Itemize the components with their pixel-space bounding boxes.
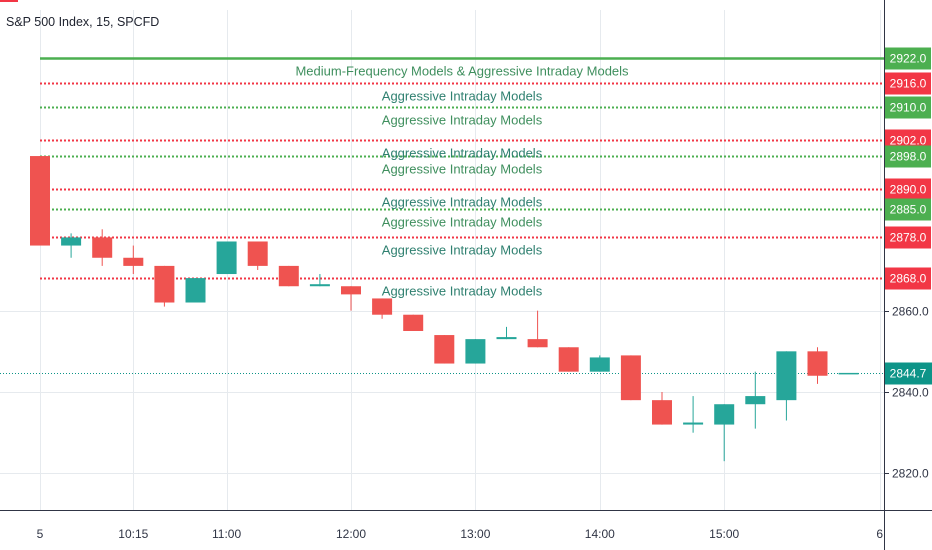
level-price-tag-label: 2916.0 (890, 77, 927, 91)
x-tick-label: 13:00 (460, 527, 490, 541)
level-label: Aggressive Intraday Models (382, 89, 543, 104)
candle-body (92, 237, 113, 258)
candle-body (154, 265, 175, 303)
last-price-tag (885, 362, 932, 385)
candle-body (465, 339, 486, 364)
level-price-tag (885, 178, 931, 201)
header-accent (0, 0, 18, 2)
candle-body (30, 156, 50, 246)
candle-body (403, 314, 424, 331)
level-price-tag (885, 47, 931, 70)
level-labels: Medium-Frequency Models & Aggressive Int… (295, 64, 629, 299)
x-tick-label: 11:00 (212, 527, 241, 541)
candles (30, 156, 859, 462)
x-tick-label: 10:15 (118, 527, 148, 541)
level-label: Aggressive Intraday Models (382, 243, 543, 258)
level-label: Aggressive Intraday Models (382, 195, 543, 210)
level-price-tag (885, 145, 931, 168)
level-price-tag-label: 2890.0 (890, 183, 927, 197)
candle-body (807, 351, 828, 376)
candle-body (745, 396, 766, 405)
level-price-tag-label: 2878.0 (890, 231, 927, 245)
candle-body (714, 404, 735, 425)
candle-body (247, 241, 268, 266)
y-tick-label: 2840.0 (892, 386, 929, 400)
x-tick-label: 15:00 (709, 527, 739, 541)
candle-body (309, 284, 330, 287)
level-price-tag-label: 2922.0 (890, 52, 927, 66)
x-tick-label: 12:00 (336, 527, 366, 541)
candle-body (652, 400, 672, 425)
level-price-tag (885, 96, 931, 119)
level-label: Aggressive Intraday Models (382, 146, 543, 161)
symbol-title: S&P 500 Index, 15, SPCFD (6, 15, 159, 29)
x-tick-label: 5 (37, 527, 44, 541)
candle-body (620, 355, 641, 401)
candle-body (185, 278, 206, 303)
candle-body (123, 257, 144, 266)
x-tick-label: 14:00 (585, 527, 615, 541)
candle-body (341, 286, 361, 295)
level-label: Aggressive Intraday Models (382, 162, 543, 177)
level-price-tag-label: 2885.0 (890, 203, 927, 217)
level-price-tag-label: 2868.0 (890, 272, 927, 286)
chart-header: S&P 500 Index, 15, SPCFD (0, 0, 159, 29)
level-label: Aggressive Intraday Models (382, 215, 543, 230)
grid (0, 10, 884, 510)
level-price-tag-label: 2910.0 (890, 101, 927, 115)
level-price-tag-label: 2902.0 (890, 134, 927, 148)
y-tick-label: 2860.0 (892, 305, 929, 319)
level-lines (0, 57, 884, 374)
candle-body (776, 351, 797, 401)
last-price-tag-label: 2844.7 (890, 367, 927, 381)
level-price-tag (885, 267, 931, 290)
candle-body (527, 339, 548, 348)
level-price-tag (885, 198, 931, 221)
candle-body (372, 298, 393, 315)
candle-body (434, 335, 455, 364)
candle-body (838, 372, 859, 375)
candle-body (216, 241, 237, 275)
candle-body (61, 237, 82, 246)
candle-body (278, 265, 299, 287)
level-price-tag (885, 72, 931, 95)
level-label: Aggressive Intraday Models (382, 113, 543, 128)
candle-body (683, 422, 704, 425)
candle-body (558, 347, 579, 372)
candle-body (589, 357, 610, 372)
level-price-tag (885, 226, 931, 249)
level-label: Medium-Frequency Models & Aggressive Int… (295, 64, 629, 79)
price-tags: 2922.0 2916.0 2910.0 2902.0 2898.0 2890.0 2885… (885, 47, 932, 385)
y-tick-label: 2820.0 (892, 467, 929, 481)
x-tick-label: 6 (876, 527, 883, 541)
level-price-tag-label: 2898.0 (890, 150, 927, 164)
candle-body (496, 337, 517, 340)
level-label: Aggressive Intraday Models (382, 284, 543, 299)
